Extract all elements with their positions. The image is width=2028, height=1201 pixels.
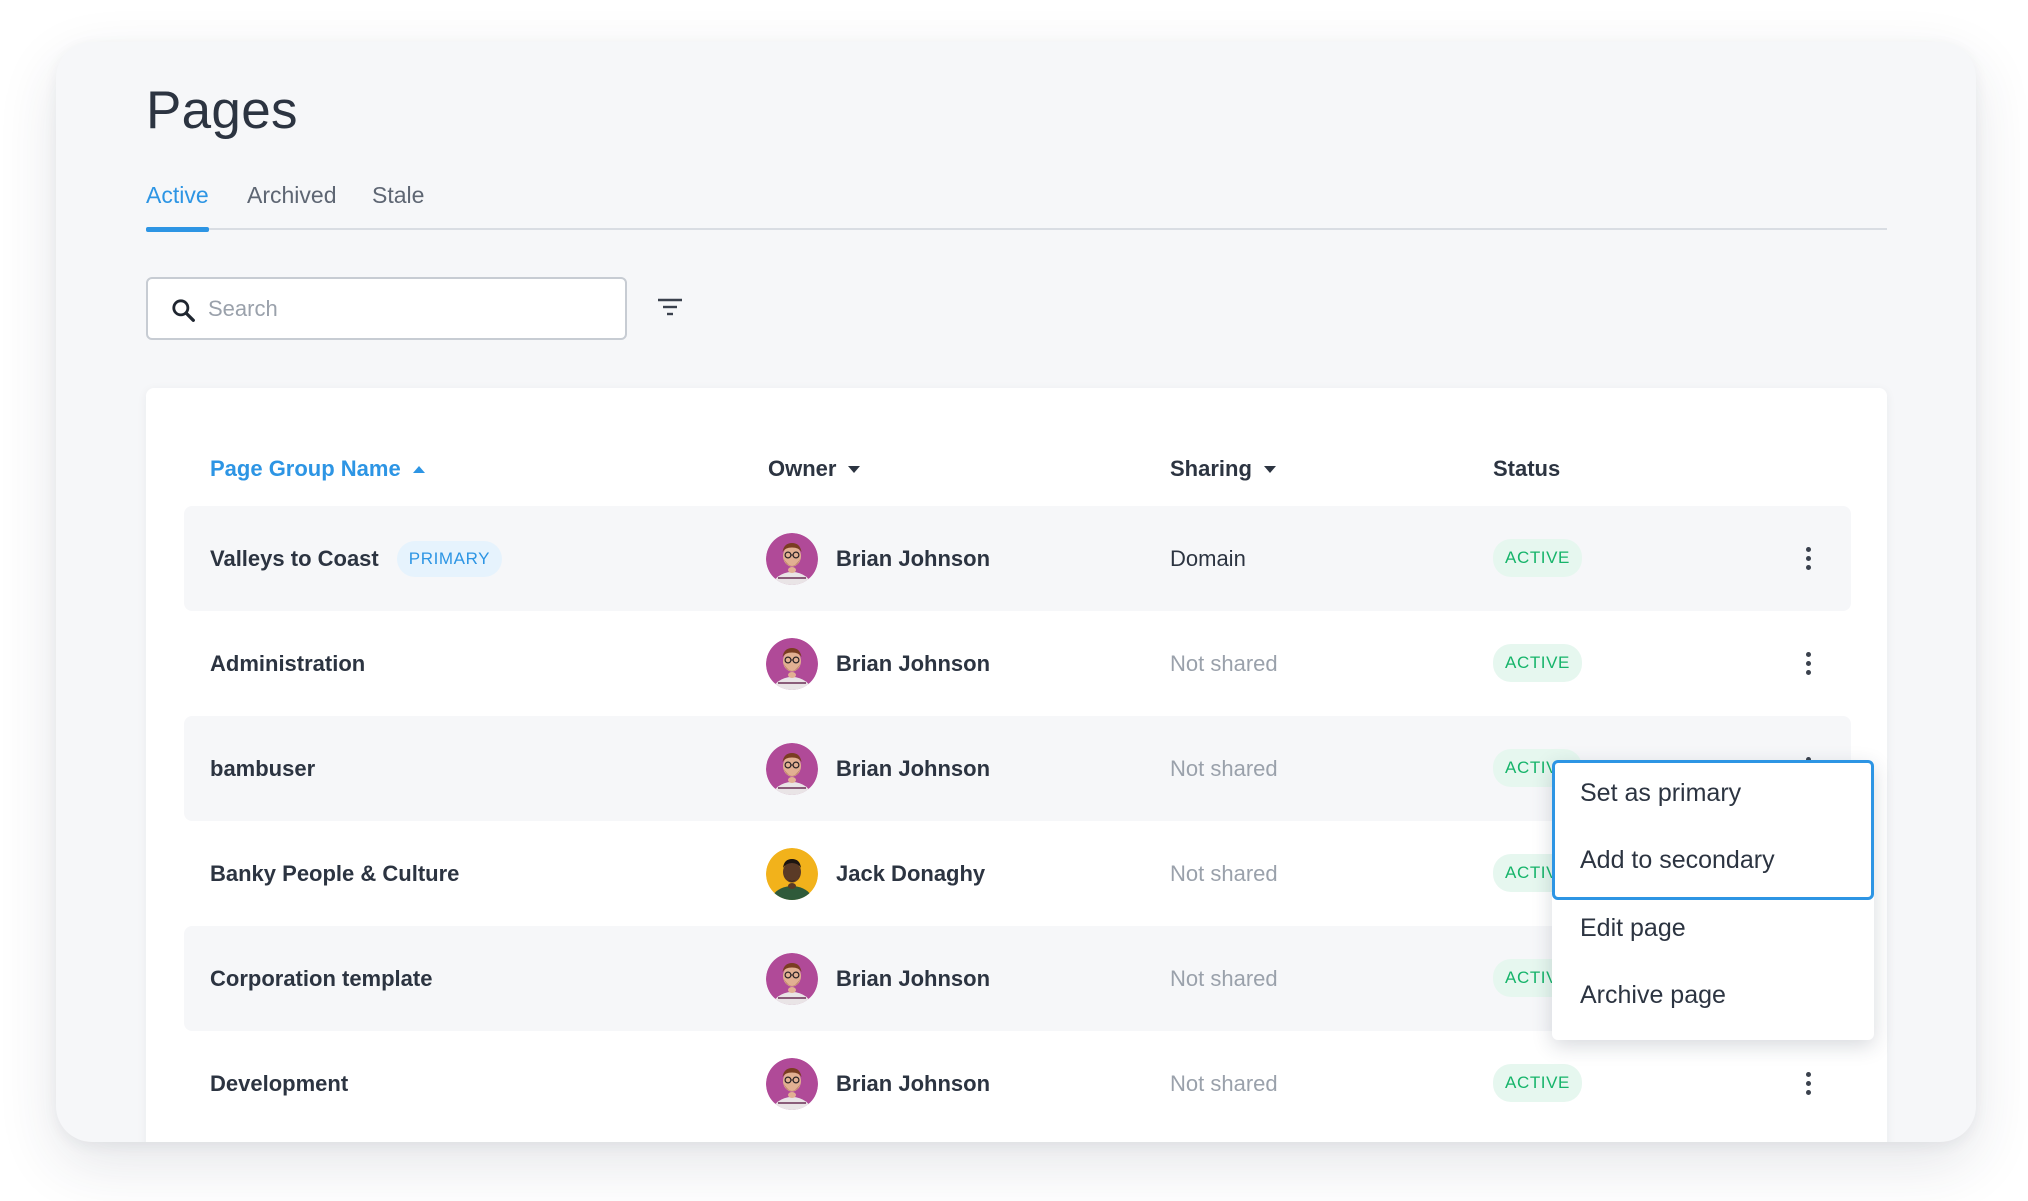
more-vertical-icon bbox=[1805, 555, 1811, 561]
owner-cell: Brian Johnson bbox=[766, 506, 990, 611]
menu-item-add-to-secondary[interactable]: Add to secondary bbox=[1580, 846, 1775, 874]
search-icon bbox=[172, 299, 195, 322]
sharing-cell: Not shared bbox=[1170, 755, 1278, 781]
tab-archived[interactable]: Archived bbox=[247, 182, 337, 208]
caret-down-icon bbox=[848, 465, 861, 473]
owner-cell: Brian Johnson bbox=[766, 926, 990, 1031]
more-vertical-icon bbox=[1805, 651, 1811, 657]
status-badge: ACTIVE bbox=[1493, 1064, 1583, 1102]
sharing-cell: Not shared bbox=[1170, 650, 1278, 676]
more-vertical-icon bbox=[1805, 1071, 1811, 1077]
page-group-name: Administration bbox=[210, 650, 366, 676]
avatar bbox=[766, 637, 818, 690]
owner-name: Brian Johnson bbox=[836, 755, 991, 781]
owner-cell: Jack Donaghy bbox=[766, 821, 985, 926]
page-group-name-cell: Administration bbox=[210, 611, 365, 716]
owner-cell: Brian Johnson bbox=[766, 716, 990, 821]
page-title: Pages bbox=[146, 81, 298, 140]
avatar bbox=[766, 1057, 818, 1110]
table-row[interactable]: Administration Brian Johnson Not shar bbox=[184, 611, 1851, 716]
page-group-name-cell: Banky People & Culture bbox=[210, 821, 459, 926]
more-vertical-icon bbox=[1805, 1089, 1811, 1095]
more-vertical-icon bbox=[1805, 660, 1811, 666]
menu-item-set-as-primary[interactable]: Set as primary bbox=[1580, 779, 1742, 807]
owner-name: Jack Donaghy bbox=[836, 860, 986, 886]
row-more-menu-button[interactable] bbox=[1792, 542, 1824, 574]
column-header-sharing[interactable]: Sharing bbox=[1170, 456, 1276, 482]
menu-item-archive-page[interactable]: Archive page bbox=[1580, 981, 1726, 1009]
caret-down-icon bbox=[1263, 465, 1276, 473]
table-row[interactable]: Development Brian Johnson Not shared bbox=[184, 1031, 1851, 1136]
menu-item-edit-page[interactable]: Edit page bbox=[1580, 914, 1686, 942]
table-row[interactable]: Valleys to Coast PRIMARY Brian Johnson bbox=[184, 506, 1851, 611]
more-vertical-icon bbox=[1805, 756, 1811, 762]
column-header-label: Status bbox=[1493, 456, 1561, 481]
page-group-name: Banky People & Culture bbox=[210, 860, 460, 886]
column-header-label: Owner bbox=[768, 456, 837, 481]
avatar bbox=[766, 742, 818, 795]
filter-icon[interactable] bbox=[655, 292, 685, 322]
avatar bbox=[766, 952, 818, 1005]
column-header-label: Sharing bbox=[1170, 456, 1252, 481]
sharing-cell: Not shared bbox=[1170, 860, 1278, 886]
column-header-page-group-name[interactable]: Page Group Name bbox=[210, 456, 425, 482]
page-group-name-cell: Development bbox=[210, 1031, 348, 1136]
more-vertical-icon bbox=[1805, 546, 1811, 552]
owner-name: Brian Johnson bbox=[836, 1070, 991, 1096]
search-box[interactable] bbox=[146, 277, 627, 340]
more-vertical-icon bbox=[1805, 564, 1811, 570]
tab-active[interactable]: Active bbox=[146, 182, 209, 232]
owner-name: Brian Johnson bbox=[836, 965, 991, 991]
sort-ascending-icon bbox=[412, 465, 425, 473]
status-badge: ACTIVE bbox=[1493, 539, 1583, 577]
more-vertical-icon bbox=[1805, 1080, 1811, 1086]
app-window: Pages Active Archived Stale Page Group N… bbox=[56, 42, 1976, 1142]
pages-table: Page Group Name Owner Sharing Status Val… bbox=[146, 388, 1887, 1142]
tab-bar: Active Archived Stale bbox=[146, 182, 1887, 232]
sharing-cell: Domain bbox=[1170, 545, 1246, 571]
primary-badge: PRIMARY bbox=[396, 540, 503, 577]
row-actions-menu: Set as primary Add to secondary Edit pag… bbox=[1552, 760, 1874, 1040]
row-more-menu-button[interactable] bbox=[1792, 1067, 1824, 1099]
page-group-name-cell: Valleys to Coast PRIMARY bbox=[210, 506, 503, 611]
page-group-name: Development bbox=[210, 1070, 349, 1096]
page-group-name-cell: bambuser bbox=[210, 716, 315, 821]
status-badge: ACTIVE bbox=[1493, 644, 1583, 682]
column-header-owner[interactable]: Owner bbox=[768, 456, 861, 482]
owner-name: Brian Johnson bbox=[836, 650, 991, 676]
page-group-name: Valleys to Coast bbox=[210, 545, 379, 571]
page-group-name: bambuser bbox=[210, 755, 316, 781]
avatar bbox=[766, 847, 818, 900]
page-group-name-cell: Corporation template bbox=[210, 926, 432, 1031]
sharing-cell: Not shared bbox=[1170, 1070, 1278, 1096]
column-header-status: Status bbox=[1493, 456, 1560, 482]
search-input[interactable] bbox=[208, 289, 608, 329]
column-header-label: Page Group Name bbox=[210, 456, 401, 481]
owner-name: Brian Johnson bbox=[836, 545, 991, 571]
avatar bbox=[766, 532, 818, 585]
owner-cell: Brian Johnson bbox=[766, 1031, 990, 1136]
sharing-cell: Not shared bbox=[1170, 965, 1278, 991]
owner-cell: Brian Johnson bbox=[766, 611, 990, 716]
row-more-menu-button[interactable] bbox=[1792, 647, 1824, 679]
page-group-name: Corporation template bbox=[210, 965, 433, 991]
tab-stale[interactable]: Stale bbox=[372, 182, 425, 208]
more-vertical-icon bbox=[1805, 669, 1811, 675]
